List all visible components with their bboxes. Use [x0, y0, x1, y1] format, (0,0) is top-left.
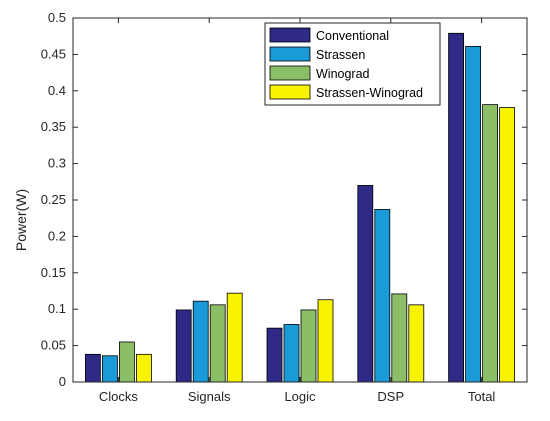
legend-label-strassen: Strassen [316, 48, 365, 62]
y-tick-label: 0 [59, 374, 66, 389]
x-tick-label-logic: Logic [284, 389, 316, 404]
bar-logic-strassen-winograd [317, 299, 334, 383]
bar-total-winograd [482, 104, 499, 383]
bar-dsp-winograd [391, 293, 408, 383]
y-tick-label: 0.4 [48, 83, 66, 98]
x-tick-label-dsp: DSP [377, 389, 404, 404]
legend-label-strassen-winograd: Strassen-Winograd [316, 86, 423, 100]
bar-signals-winograd [209, 304, 226, 383]
bar-clocks-strassen-winograd [135, 353, 152, 383]
legend-swatch-winograd [269, 65, 311, 81]
bar-total-strassen [465, 45, 482, 383]
y-tick-label: 0.05 [41, 338, 66, 353]
y-tick-label: 0.15 [41, 265, 66, 280]
bar-logic-conventional [266, 327, 283, 383]
x-tick-label-clocks: Clocks [99, 389, 139, 404]
x-tick-label-total: Total [468, 389, 496, 404]
legend-label-winograd: Winograd [316, 67, 370, 81]
y-tick-label: 0.1 [48, 301, 66, 316]
legend-swatch-strassen-winograd [269, 84, 311, 100]
bar-clocks-winograd [119, 341, 135, 383]
bars-layer [85, 32, 516, 383]
bar-dsp-conventional [357, 185, 374, 383]
bar-total-conventional [448, 32, 465, 383]
y-axis-label: Power(W) [13, 189, 29, 251]
bar-signals-conventional [175, 309, 192, 383]
legend-label-conventional: Conventional [316, 29, 389, 43]
bar-total-strassen-winograd [499, 107, 516, 383]
bar-clocks-conventional [85, 353, 101, 383]
y-tick-label: 0.45 [41, 46, 66, 61]
y-tick-label: 0.25 [41, 192, 66, 207]
legend-swatch-strassen [269, 46, 311, 62]
y-tick-label: 0.3 [48, 156, 66, 171]
bar-logic-strassen [283, 324, 300, 383]
bar-logic-winograd [300, 309, 317, 383]
y-tick-label: 0.5 [48, 10, 66, 25]
bar-signals-strassen [192, 300, 209, 383]
axes-layer: 0 0.05 0.1 0.15 0.2 0.25 0.3 0.35 0.4 0.45 0.5 Cloc… [41, 10, 528, 404]
bar-dsp-strassen-winograd [408, 304, 425, 383]
x-tick-label-signals: Signals [188, 389, 231, 404]
bar-clocks-strassen [102, 355, 118, 383]
legend: Conventional Strassen Winograd Strassen-Win… [264, 22, 441, 106]
bar-signals-strassen-winograd [226, 292, 243, 383]
legend-swatch-conventional [269, 27, 311, 43]
bar-dsp-strassen [374, 209, 391, 383]
y-tick-label: 0.35 [41, 119, 66, 134]
y-tick-label: 0.2 [48, 228, 66, 243]
